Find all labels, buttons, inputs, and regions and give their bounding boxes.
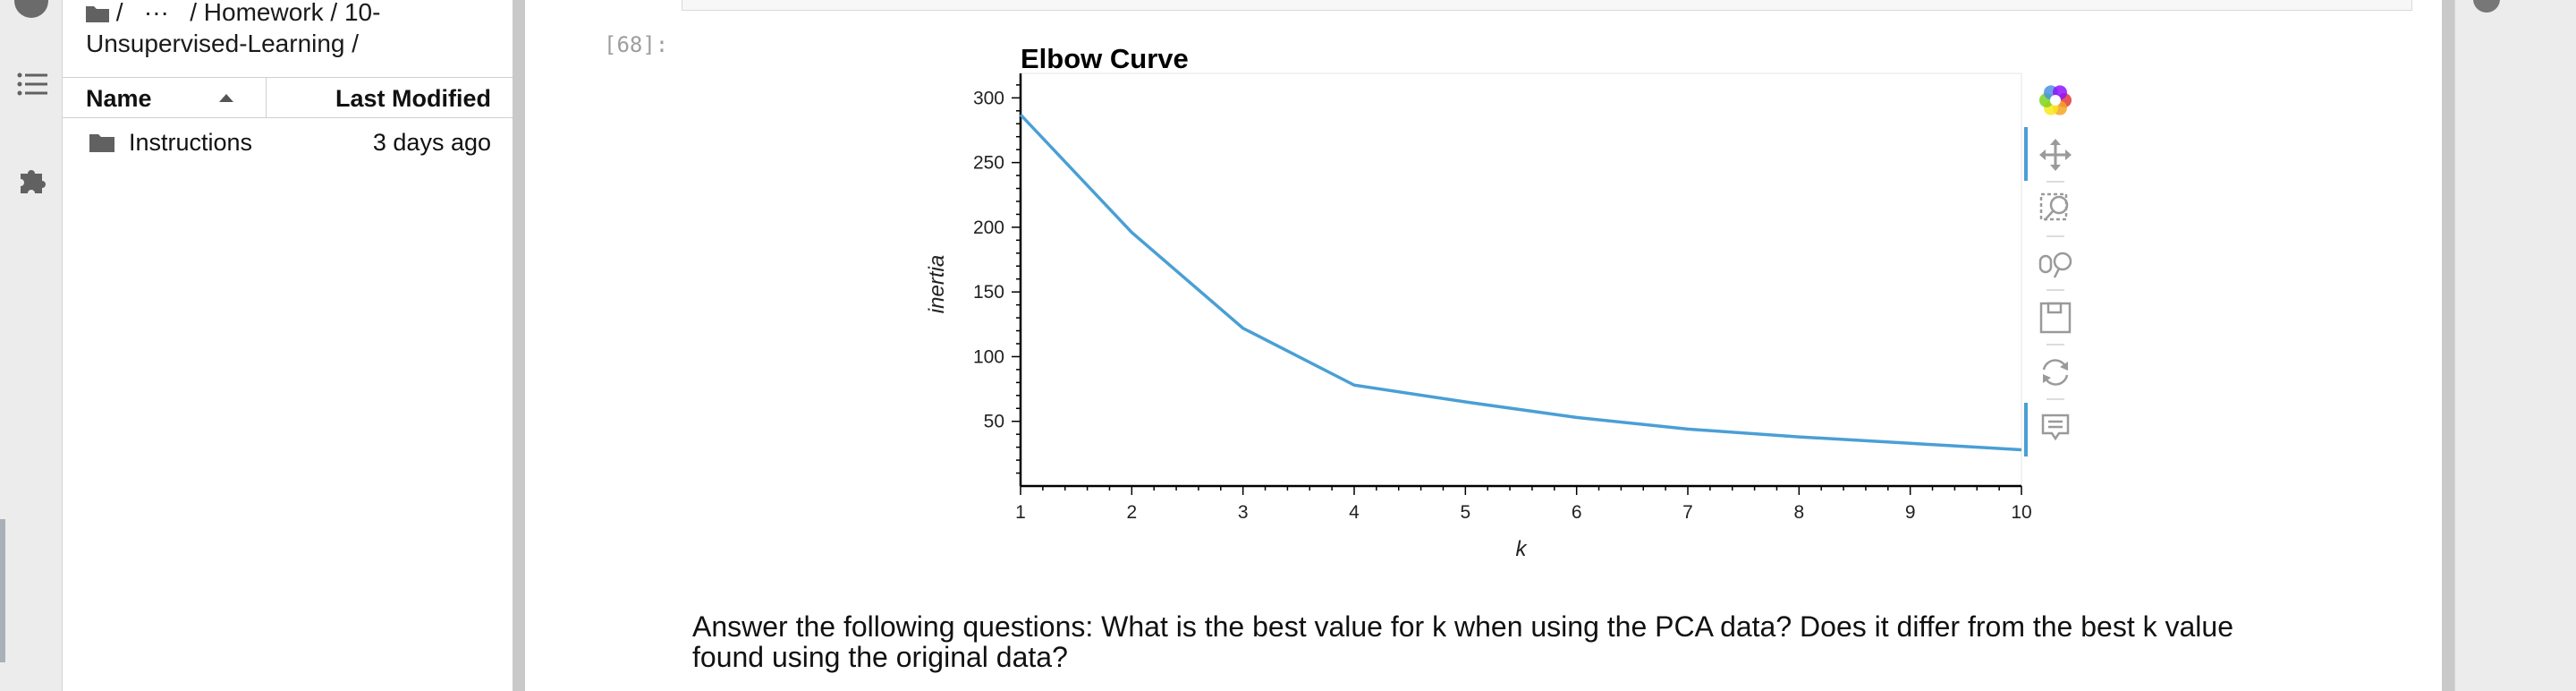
file-modified: 3 days ago [372, 129, 491, 156]
markdown-text-line: found using the original data? [692, 641, 1068, 673]
breadcrumb-sep: / [115, 0, 123, 26]
list-item[interactable]: Instructions 3 days ago [63, 124, 513, 163]
hover-bubble [2041, 414, 2070, 441]
x-tick-label: 7 [1682, 502, 1693, 523]
reset-arrow [2043, 374, 2051, 383]
property-inspector-icon[interactable] [2473, 0, 2500, 13]
x-tick-label: 4 [1349, 502, 1360, 523]
markdown-text-line: Answer the following questions: What is … [692, 610, 2233, 643]
breadcrumb-ellipsis[interactable]: ··· [143, 0, 169, 26]
breadcrumb-path[interactable]: / Homework / 10- [190, 0, 381, 26]
box-zoom-icon[interactable] [2039, 192, 2069, 221]
x-axis-label: k [1516, 537, 1529, 561]
logo-center [2050, 95, 2061, 106]
chart-title: Elbow Curve [1021, 43, 1189, 74]
screen-edge [0, 519, 5, 662]
zoom-handle [2053, 268, 2061, 278]
activity-bar [0, 0, 63, 691]
hover-active-indicator [2024, 403, 2028, 456]
plot-frame [1020, 73, 2022, 487]
x-tick-label: 6 [1572, 502, 1582, 523]
elbow-line [1019, 113, 2022, 452]
column-header-last-modified[interactable]: Last Modified [335, 85, 491, 112]
reset-icon[interactable] [2042, 359, 2069, 386]
bokeh-logo-icon[interactable] [2039, 85, 2072, 115]
zoom-lens [2049, 195, 2069, 215]
wheel-zoom-icon[interactable] [2038, 252, 2072, 278]
y-tick-label: 250 [973, 153, 1004, 174]
pan-arrow [2065, 149, 2072, 160]
pan-arrow [2039, 149, 2046, 160]
elbow-chart: 50 100 150 200 250 300 1 2 3 4 5 6 7 8 9 10 Elbow Curve k… [901, 36, 2108, 573]
file-name[interactable]: Instructions [129, 129, 253, 156]
chart-svg: 50 100 150 200 250 300 1 2 3 4 5 6 7 8 9 10 Elbow Curve k… [925, 43, 2072, 561]
file-browser-panel: / ··· / Homework / 10- Unsupervised-Lear… [63, 0, 513, 691]
file-list-header: Name Last Modified [63, 77, 513, 118]
column-header-name[interactable]: Name [86, 85, 152, 112]
y-tick-label: 200 [973, 218, 1004, 238]
previous-cell[interactable] [682, 0, 2412, 11]
pan-arrow [2050, 139, 2061, 145]
reset-arc [2044, 374, 2069, 386]
notebook-scrollbar[interactable] [2442, 0, 2454, 691]
folder-icon [89, 131, 114, 158]
x-tick-label: 10 [2011, 502, 2031, 523]
save-outline [2039, 302, 2072, 334]
x-tick-label: 1 [1015, 502, 1026, 523]
pan-active-indicator [2024, 127, 2028, 181]
pan-arrow [2050, 165, 2061, 171]
zoom-lens [2053, 252, 2072, 271]
y-tick-label: 300 [973, 88, 1004, 108]
save-shutter [2046, 302, 2063, 314]
extension-puzzle-icon[interactable] [15, 163, 49, 197]
y-tick-label: 150 [973, 282, 1004, 303]
running-icon[interactable] [14, 0, 48, 18]
zoom-handle [2044, 210, 2054, 221]
x-tick-label: 2 [1126, 502, 1137, 523]
x-tick-label: 3 [1238, 502, 1249, 523]
y-tick-label: 50 [984, 412, 1004, 432]
sort-ascending-icon[interactable] [219, 94, 233, 102]
reset-arrow [2060, 362, 2068, 371]
hover-icon[interactable] [2041, 414, 2070, 441]
reset-arc [2042, 359, 2067, 371]
pan-icon[interactable] [2039, 139, 2072, 171]
y-axis-label: inertia [925, 255, 949, 313]
breadcrumb-path-current[interactable]: Unsupervised-Learning / [86, 30, 360, 57]
panel-splitter[interactable] [513, 0, 525, 691]
table-of-contents-icon[interactable] [15, 67, 49, 101]
notebook-panel: [68]: 50 100 150 200 250 300 1 2 3 4 5 6 7 8 9 10 Elbow … [525, 0, 2442, 691]
x-tick-label: 5 [1460, 502, 1470, 523]
breadcrumb: / ··· / Homework / 10- Unsupervised-Lear… [86, 0, 497, 59]
mouse-shape [2038, 254, 2053, 274]
y-tick-label: 100 [973, 346, 1004, 367]
x-tick-label: 9 [1905, 502, 1916, 523]
save-icon[interactable] [2039, 302, 2072, 334]
markdown-cell[interactable]: Answer the following questions: What is … [692, 611, 2419, 672]
column-divider[interactable] [266, 78, 267, 117]
x-tick-label: 8 [1793, 502, 1804, 523]
right-sidebar [2454, 0, 2576, 691]
cell-prompt: [68]: [604, 32, 669, 57]
folder-icon[interactable] [86, 0, 109, 22]
